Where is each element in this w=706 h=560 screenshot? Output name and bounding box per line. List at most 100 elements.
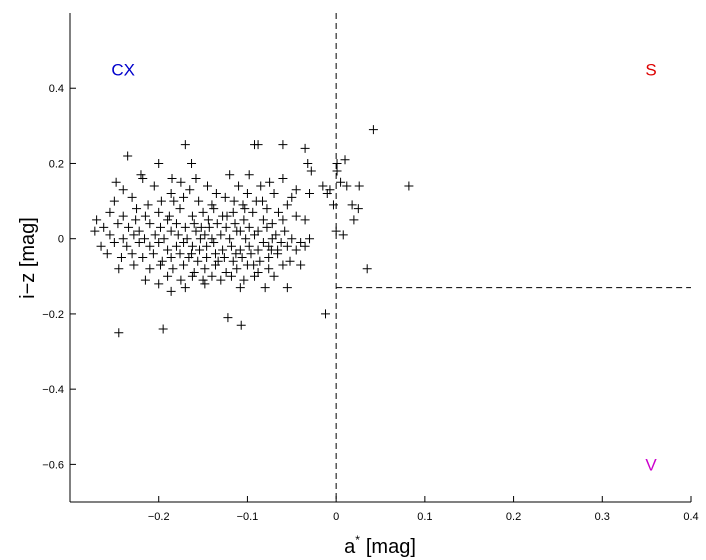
data-point-plus bbox=[225, 234, 235, 244]
data-point-plus bbox=[221, 222, 231, 232]
data-point-plus bbox=[280, 226, 290, 236]
data-point-plus bbox=[242, 189, 252, 199]
data-point-plus bbox=[202, 241, 212, 251]
data-point-plus bbox=[368, 125, 378, 135]
x-tick-label: 0.3 bbox=[595, 511, 610, 523]
data-point-plus bbox=[282, 283, 292, 293]
data-point-plus bbox=[180, 140, 190, 150]
region-label-cx: CX bbox=[111, 60, 135, 79]
data-point-plus bbox=[237, 253, 247, 262]
data-point-plus bbox=[320, 309, 330, 319]
data-point-plus bbox=[204, 222, 214, 232]
data-point-plus bbox=[109, 196, 119, 206]
y-tick-label: −0.4 bbox=[42, 384, 64, 396]
data-point-plus bbox=[265, 177, 275, 187]
data-point-plus bbox=[163, 215, 173, 225]
data-point-plus bbox=[250, 271, 260, 281]
data-point-plus bbox=[157, 256, 167, 266]
data-point-plus bbox=[209, 237, 219, 247]
data-point-plus bbox=[223, 313, 233, 323]
data-point-plus bbox=[278, 215, 288, 225]
data-point-plus bbox=[132, 204, 142, 214]
data-point-plus bbox=[123, 151, 133, 161]
data-point-plus bbox=[175, 204, 185, 214]
data-point-plus bbox=[164, 211, 174, 221]
data-point-plus bbox=[179, 192, 189, 202]
data-point-plus bbox=[122, 241, 132, 251]
data-point-plus bbox=[207, 271, 217, 281]
data-point-plus bbox=[182, 234, 192, 244]
data-point-plus bbox=[244, 222, 254, 232]
data-point-plus bbox=[318, 181, 328, 191]
data-point-plus bbox=[336, 177, 346, 187]
data-point-plus bbox=[232, 226, 242, 236]
data-point-plus bbox=[127, 192, 137, 202]
data-point-plus bbox=[171, 241, 181, 251]
data-point-plus bbox=[239, 215, 249, 225]
data-point-plus bbox=[149, 181, 159, 191]
data-point-plus bbox=[353, 204, 363, 214]
x-axis-label-unit: [mag] bbox=[366, 536, 416, 558]
data-point-plus bbox=[253, 226, 263, 236]
y-tick-label: 0.2 bbox=[49, 158, 64, 170]
data-point-plus bbox=[236, 320, 246, 330]
data-point-plus bbox=[198, 207, 208, 217]
data-point-plus bbox=[96, 241, 106, 251]
data-point-plus bbox=[240, 204, 250, 214]
data-point-plus bbox=[195, 234, 205, 244]
data-point-plus bbox=[253, 140, 263, 150]
data-point-plus bbox=[273, 249, 283, 259]
data-point-plus bbox=[228, 207, 238, 217]
data-point-plus bbox=[207, 234, 217, 244]
y-axis-label: i−z [mag] bbox=[17, 217, 39, 299]
data-point-plus bbox=[154, 279, 164, 289]
data-point-plus bbox=[244, 241, 254, 251]
data-point-plus bbox=[244, 170, 254, 180]
data-point-plus bbox=[180, 283, 190, 293]
x-axis-label: a* [mag] bbox=[344, 533, 416, 558]
data-point-plus bbox=[262, 222, 272, 232]
data-point-plus bbox=[195, 245, 205, 255]
data-point-plus bbox=[269, 271, 279, 281]
data-point-plus bbox=[179, 260, 189, 270]
region-dividers bbox=[335, 13, 691, 502]
y-tick-label: 0 bbox=[58, 234, 64, 246]
data-point-plus bbox=[154, 158, 164, 168]
data-point-plus bbox=[239, 275, 249, 285]
data-point-plus bbox=[264, 253, 274, 262]
data-point-plus bbox=[118, 211, 128, 221]
data-point-plus bbox=[203, 181, 213, 191]
data-point-plus bbox=[166, 286, 176, 296]
data-point-plus bbox=[167, 174, 177, 184]
data-point-plus bbox=[116, 253, 126, 262]
data-point-plus bbox=[150, 230, 160, 240]
data-point-plus bbox=[332, 158, 342, 168]
data-point-plus bbox=[332, 166, 342, 176]
data-point-plus bbox=[207, 200, 217, 210]
data-point-plus bbox=[211, 189, 221, 199]
data-point-plus bbox=[193, 256, 203, 266]
data-point-plus bbox=[156, 196, 166, 206]
data-point-plus bbox=[248, 207, 258, 217]
data-point-plus bbox=[300, 143, 310, 153]
data-point-plus bbox=[143, 200, 153, 210]
data-point-plus bbox=[191, 174, 201, 184]
data-point-plus bbox=[180, 222, 190, 232]
data-point-plus bbox=[219, 253, 229, 262]
data-point-plus bbox=[105, 207, 115, 217]
x-tick-label: 0.2 bbox=[506, 511, 521, 523]
data-point-plus bbox=[163, 271, 173, 281]
data-point-plus bbox=[134, 237, 144, 247]
data-point-plus bbox=[134, 226, 144, 236]
data-point-plus bbox=[338, 230, 348, 240]
data-point-plus bbox=[102, 249, 112, 259]
data-point-plus bbox=[287, 192, 297, 202]
data-point-plus bbox=[226, 271, 236, 281]
data-point-plus bbox=[163, 245, 173, 255]
data-point-plus bbox=[118, 234, 128, 244]
x-tick-label: 0 bbox=[333, 511, 339, 523]
data-point-plus bbox=[200, 264, 210, 274]
data-point-plus bbox=[235, 245, 245, 255]
data-point-plus bbox=[347, 200, 357, 210]
